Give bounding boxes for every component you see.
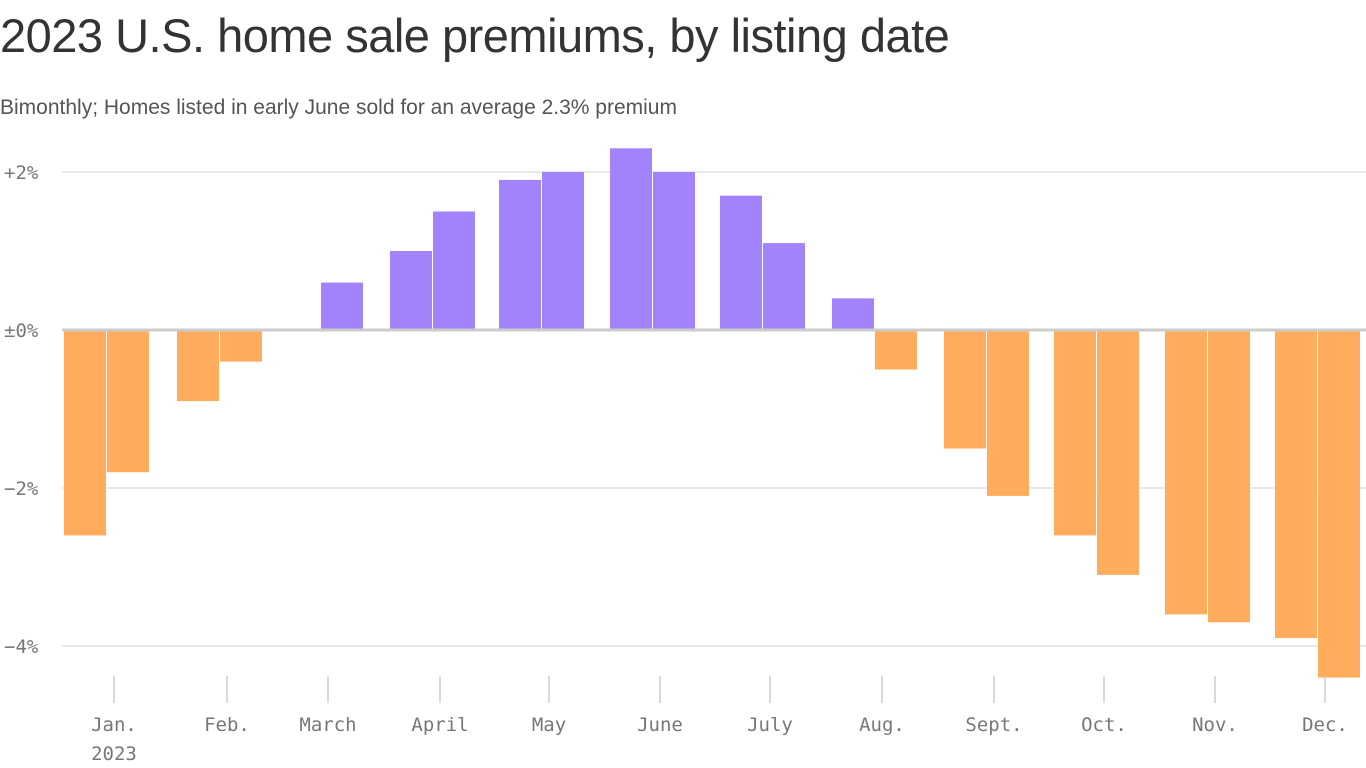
bar bbox=[321, 282, 363, 330]
bar bbox=[763, 243, 805, 330]
bar bbox=[1054, 330, 1096, 536]
bar bbox=[1208, 330, 1250, 623]
bar bbox=[832, 298, 874, 330]
x-tick-label: April bbox=[411, 714, 468, 736]
x-year-label: 2023 bbox=[91, 743, 137, 765]
bar bbox=[1165, 330, 1207, 615]
x-tick-label: Oct. bbox=[1081, 714, 1127, 736]
bar bbox=[220, 330, 262, 362]
chart-title: 2023 U.S. home sale premiums, by listing… bbox=[0, 9, 950, 62]
y-tick-label: −4% bbox=[4, 636, 39, 658]
bar bbox=[1097, 330, 1139, 575]
x-tick-label: Sept. bbox=[965, 714, 1022, 736]
bar bbox=[987, 330, 1029, 496]
x-tick-label: June bbox=[637, 714, 683, 736]
x-tick-label: Feb. bbox=[204, 714, 250, 736]
bar bbox=[944, 330, 986, 449]
bar bbox=[390, 251, 432, 330]
bar bbox=[720, 195, 762, 330]
bar bbox=[177, 330, 219, 402]
x-tick-label: Aug. bbox=[859, 714, 905, 736]
x-tick-label: Nov. bbox=[1192, 714, 1238, 736]
x-tick-label: March bbox=[299, 714, 356, 736]
bar bbox=[653, 172, 695, 330]
x-tick-label: Jan. bbox=[91, 714, 137, 736]
bar bbox=[875, 330, 917, 370]
x-tick-label: Dec. bbox=[1302, 714, 1348, 736]
y-tick-label: ±0% bbox=[4, 320, 39, 342]
bar bbox=[499, 179, 541, 330]
bar bbox=[610, 148, 652, 330]
bar bbox=[107, 330, 149, 473]
bar bbox=[64, 330, 106, 536]
x-tick-label: July bbox=[747, 714, 793, 736]
bar bbox=[1275, 330, 1317, 639]
x-tick-label: May bbox=[532, 714, 566, 736]
chart-subtitle: Bimonthly; Homes listed in early June so… bbox=[0, 96, 677, 119]
y-tick-label: +2% bbox=[4, 162, 39, 184]
y-tick-label: −2% bbox=[4, 478, 39, 500]
bar bbox=[433, 211, 475, 330]
bar bbox=[1318, 330, 1360, 678]
bar bbox=[542, 172, 584, 330]
